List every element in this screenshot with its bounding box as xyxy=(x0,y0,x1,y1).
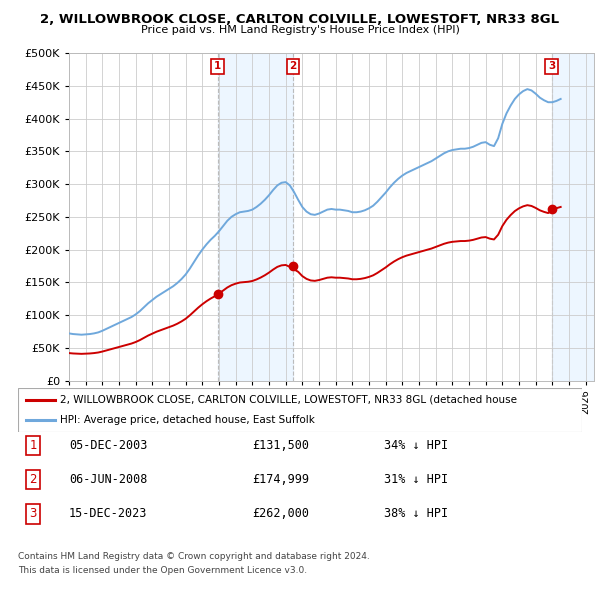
Text: HPI: Average price, detached house, East Suffolk: HPI: Average price, detached house, East… xyxy=(60,415,315,425)
Text: 15-DEC-2023: 15-DEC-2023 xyxy=(69,507,148,520)
Text: 05-DEC-2003: 05-DEC-2003 xyxy=(69,439,148,452)
Bar xyxy=(218,53,293,381)
Text: This data is licensed under the Open Government Licence v3.0.: This data is licensed under the Open Gov… xyxy=(18,566,307,575)
FancyBboxPatch shape xyxy=(18,388,582,432)
Text: 2, WILLOWBROOK CLOSE, CARLTON COLVILLE, LOWESTOFT, NR33 8GL: 2, WILLOWBROOK CLOSE, CARLTON COLVILLE, … xyxy=(40,13,560,26)
Text: 2: 2 xyxy=(29,473,37,486)
Text: 1: 1 xyxy=(29,439,37,452)
Text: 3: 3 xyxy=(29,507,37,520)
Bar xyxy=(551,53,594,381)
Text: 2: 2 xyxy=(289,61,296,71)
Text: 1: 1 xyxy=(214,61,221,71)
Text: 31% ↓ HPI: 31% ↓ HPI xyxy=(384,473,448,486)
Text: £174,999: £174,999 xyxy=(252,473,309,486)
Text: 2, WILLOWBROOK CLOSE, CARLTON COLVILLE, LOWESTOFT, NR33 8GL (detached house: 2, WILLOWBROOK CLOSE, CARLTON COLVILLE, … xyxy=(60,395,517,405)
Text: 34% ↓ HPI: 34% ↓ HPI xyxy=(384,439,448,452)
Text: £262,000: £262,000 xyxy=(252,507,309,520)
Text: 38% ↓ HPI: 38% ↓ HPI xyxy=(384,507,448,520)
Text: 06-JUN-2008: 06-JUN-2008 xyxy=(69,473,148,486)
Text: Contains HM Land Registry data © Crown copyright and database right 2024.: Contains HM Land Registry data © Crown c… xyxy=(18,552,370,561)
Text: Price paid vs. HM Land Registry's House Price Index (HPI): Price paid vs. HM Land Registry's House … xyxy=(140,25,460,35)
Text: £131,500: £131,500 xyxy=(252,439,309,452)
Text: 3: 3 xyxy=(548,61,555,71)
